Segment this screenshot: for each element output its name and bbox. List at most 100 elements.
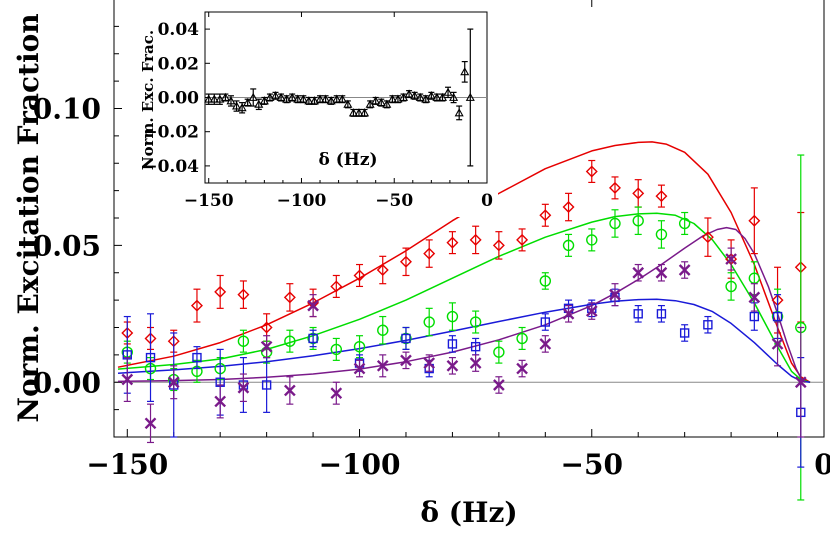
cross-stroke (678, 264, 691, 276)
y-tick-label: 0.05 (33, 229, 101, 262)
main-data-points (121, 154, 807, 501)
error-bar (565, 233, 573, 257)
inset-y-tick-label: 0.00 (158, 89, 200, 109)
error-bar (518, 326, 526, 350)
x-tick-label: −150 (86, 448, 168, 481)
error-bar (467, 28, 474, 167)
error-bar (704, 217, 712, 257)
diamond-marker (632, 187, 645, 200)
cross-stroke (585, 305, 598, 317)
inset-x-axis-label: δ (Hz) (318, 150, 377, 170)
cross-stroke (562, 307, 575, 320)
cross-stroke (725, 253, 737, 265)
circle-marker (446, 310, 459, 323)
square-marker (703, 320, 713, 330)
error-bar (379, 315, 387, 345)
triangle-marker (309, 96, 319, 105)
cross-stroke (469, 357, 482, 369)
triangle-marker (209, 94, 219, 103)
cross-stroke (655, 266, 668, 279)
triangle-marker (237, 103, 247, 112)
error-bar (448, 231, 456, 255)
circle-marker (469, 316, 482, 328)
error-bar (750, 187, 758, 255)
cross-marker (330, 387, 343, 400)
square-marker (749, 311, 760, 322)
diamond-marker (701, 231, 714, 244)
circle-marker (493, 346, 505, 358)
error-bar (216, 274, 224, 309)
error-bar (356, 263, 364, 288)
triangle-marker (376, 97, 386, 107)
cross-marker (655, 266, 668, 279)
error-bar (472, 310, 480, 334)
error-bar (332, 337, 340, 361)
inset-tick-labels: −150 −100 −50 0 0.04 0.02 0.00 −0.02 −0.04 (143, 20, 493, 211)
cross-marker (214, 395, 227, 408)
circle-marker (609, 217, 621, 230)
cross-stroke (632, 266, 645, 279)
triangle-marker (348, 108, 358, 117)
diamond-marker (655, 190, 668, 203)
error-bar (727, 272, 735, 301)
error-bar (193, 288, 201, 323)
cross-series (121, 247, 807, 444)
cross-stroke (516, 362, 528, 375)
triangle-marker (360, 108, 370, 117)
error-bar (309, 329, 317, 348)
cross-marker (516, 362, 528, 375)
cross-stroke (539, 338, 552, 350)
circle-fit-curve (117, 212, 811, 384)
cross-marker (376, 359, 389, 372)
error-bar (425, 307, 433, 337)
circle-marker (632, 215, 644, 227)
x-tick-label: −50 (561, 448, 623, 481)
cross-stroke (400, 354, 412, 367)
triangle-marker (415, 92, 425, 101)
cross-marker (121, 373, 134, 386)
error-bar (634, 179, 642, 208)
triangle-marker (204, 94, 214, 103)
cross-marker (609, 288, 621, 301)
triangle-marker (220, 92, 230, 101)
triangle-marker (337, 94, 347, 103)
diamond-marker (353, 269, 366, 282)
circle-marker (678, 217, 691, 230)
cross-marker (748, 291, 761, 304)
diamond-marker (469, 233, 482, 246)
triangle-marker (443, 87, 453, 96)
triangle-marker (243, 97, 253, 107)
triangle-marker (265, 92, 275, 101)
cross-stroke (330, 387, 343, 400)
square-marker (145, 352, 156, 363)
triangle-marker (437, 92, 448, 101)
error-bar (681, 324, 689, 342)
inset-axis-ticks (205, 12, 488, 183)
diamond-marker (423, 247, 436, 260)
square-marker (401, 333, 411, 344)
inset-background (122, 0, 498, 217)
square-marker (470, 341, 481, 352)
diamond-marker (748, 214, 761, 227)
diamond-marker (399, 255, 412, 268)
inset-x-tick-label: −50 (375, 191, 413, 211)
inset-y-axis-label: Norm. Exc. Frac. (139, 30, 157, 170)
square-marker (633, 309, 643, 319)
diamond-marker (516, 233, 529, 246)
diamond-marker (260, 321, 273, 334)
circle-marker (353, 340, 366, 353)
cross-stroke (423, 357, 436, 369)
error-bar (565, 192, 573, 222)
circle-marker (237, 335, 250, 347)
cross-marker (794, 376, 807, 389)
cross-stroke (353, 362, 366, 375)
triangle-marker (454, 108, 464, 117)
circle-marker (586, 234, 598, 246)
error-bar (588, 159, 596, 184)
triangle-marker (460, 67, 470, 76)
diamond-marker (446, 236, 459, 249)
cross-stroke (121, 373, 134, 386)
cross-stroke (307, 299, 319, 312)
cross-marker (307, 299, 319, 312)
error-bar (147, 313, 155, 403)
